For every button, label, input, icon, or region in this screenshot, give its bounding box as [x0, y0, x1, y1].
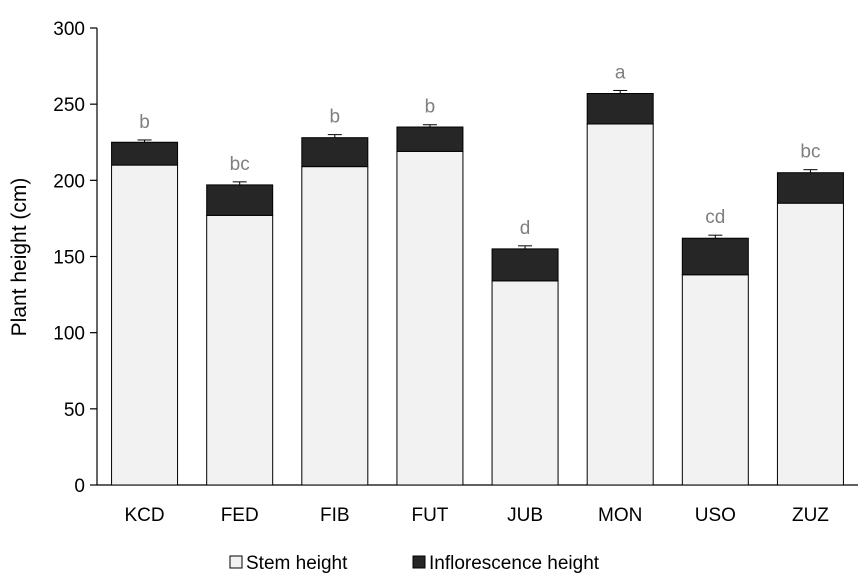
bar-stem-height: [301, 166, 369, 486]
bar-inflorescence-height: [301, 137, 369, 168]
x-tick-label: MON: [598, 505, 642, 526]
significance-letter: cd: [705, 207, 725, 228]
x-axis: KCD FED FIB FUT JUB MON USO ZUZ: [97, 484, 858, 526]
bars: b bc b b d a cd bc: [111, 62, 844, 486]
legend-swatch: [412, 555, 426, 569]
y-tick-label: 0: [74, 476, 85, 497]
y-tick-label: 200: [53, 171, 85, 192]
y-axis-label: Plant height (cm): [8, 178, 31, 337]
bar-inflorescence-height: [491, 248, 559, 282]
y-axis: 0 50 100 150 200 250 300: [53, 19, 98, 497]
bar-stem-height: [111, 164, 179, 486]
bar-inflorescence-height: [396, 126, 464, 152]
x-tick-label: JUB: [507, 505, 543, 526]
bar-inflorescence-height: [586, 93, 654, 125]
bar-inflorescence-height: [111, 141, 179, 166]
significance-letter: b: [139, 112, 150, 133]
legend-label: Stem height: [246, 553, 348, 574]
x-tick-label: FED: [221, 505, 259, 526]
x-tick-label: FUT: [411, 505, 448, 526]
bar-stem-height: [776, 202, 844, 486]
y-tick-label: 250: [53, 95, 85, 116]
x-tick-label: ZUZ: [792, 505, 829, 526]
y-tick-label: 150: [53, 248, 85, 269]
bar-inflorescence-height: [681, 237, 749, 276]
y-tick-label: 50: [64, 400, 85, 421]
significance-letter: a: [615, 62, 626, 83]
x-tick-label: FIB: [320, 505, 350, 526]
y-tick-label: 100: [53, 324, 85, 345]
legend: Stem height Inflorescence height: [229, 553, 600, 574]
bar-stem-height: [586, 123, 654, 486]
significance-letter: bc: [800, 142, 820, 163]
x-tick-label: USO: [695, 505, 736, 526]
significance-letter: bc: [230, 154, 250, 175]
bar-inflorescence-height: [776, 172, 844, 204]
bar-stem-height: [396, 150, 464, 486]
x-tick-label: KCD: [125, 505, 165, 526]
bar-stem-height: [206, 214, 274, 486]
significance-letter: b: [330, 107, 341, 128]
legend-swatch: [229, 555, 243, 569]
bar-stem-height: [491, 280, 559, 486]
significance-letter: d: [520, 218, 531, 239]
bar-inflorescence-height: [206, 184, 274, 216]
y-tick-label: 300: [53, 19, 85, 40]
bar-stem-height: [681, 274, 749, 486]
significance-letter: b: [425, 97, 436, 118]
legend-label: Inflorescence height: [429, 553, 600, 574]
